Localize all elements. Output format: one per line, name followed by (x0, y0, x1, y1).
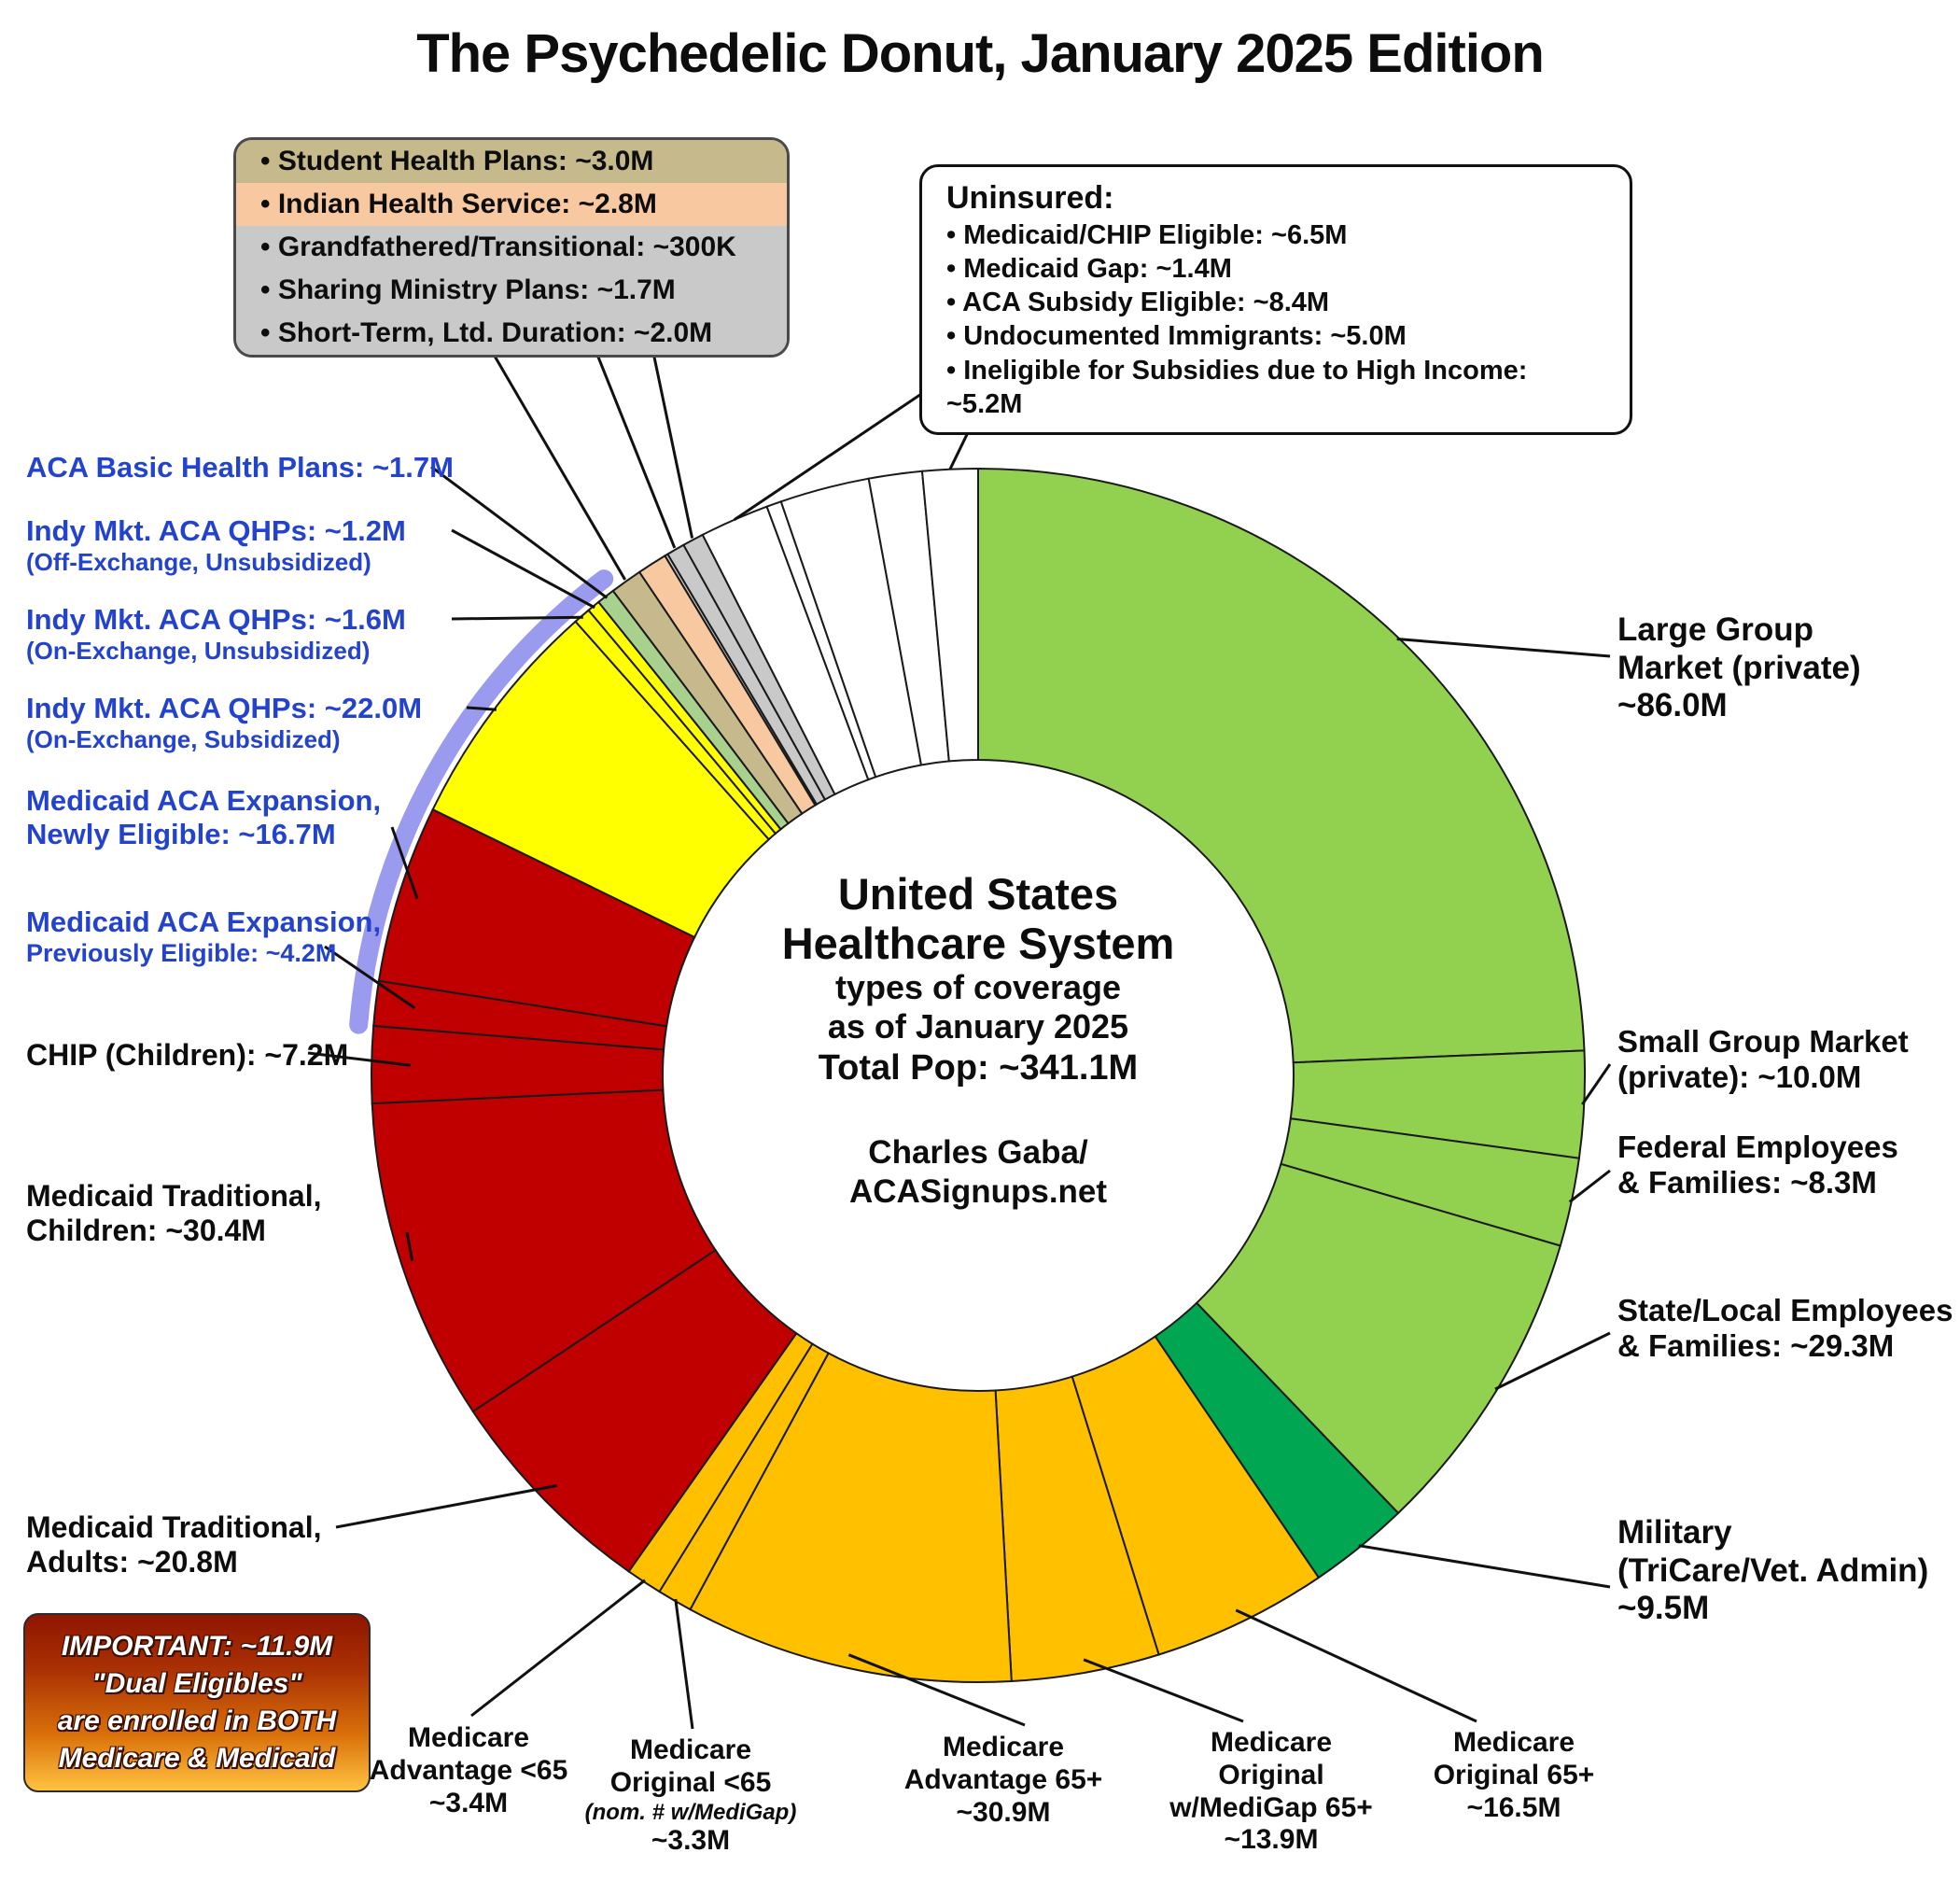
leader-line-medicaid-trad-adults (335, 1484, 557, 1529)
leader-line-medicare-medigap-65plus (1083, 1658, 1244, 1723)
leader-line-large-group (1396, 638, 1611, 658)
leader-line-state-local (1494, 1331, 1611, 1391)
other-coverage-legend: Student Health Plans: ~3.0M Indian Healt… (233, 137, 790, 358)
center-credit-line1: Charles Gaba/ (868, 1133, 1088, 1171)
center-title-line1: United States (837, 869, 1119, 919)
leader-line-medicaid-exp-prev (324, 945, 416, 1009)
leader-line-chip (307, 1051, 412, 1067)
leader-line-qhp-sub (466, 706, 497, 711)
uninsured-title: Uninsured: (946, 180, 1114, 216)
leader-line-unins-medicaid-chip (733, 383, 936, 522)
uninsured-item-medicaid-chip: Medicaid/CHIP Eligible: ~6.5M (946, 218, 1605, 252)
leader-line-qhp-off-unsub (451, 528, 595, 610)
leader-line-qhp-on-unsub (451, 615, 583, 621)
donut-center-text: United States Healthcare System types of… (670, 869, 1286, 1212)
callout-medicare-advantage-65plus: Medicare Advantage 65+ ~30.9M (903, 1732, 1103, 1828)
callout-aca-basic-health-plans: ACA Basic Health Plans: ~1.7M (26, 451, 454, 484)
leader-line-bhp (430, 465, 609, 599)
page-title: The Psychedelic Donut, January 2025 Edit… (416, 23, 1545, 84)
callout-qhp-on-exchange-unsubsidized: Indy Mkt. ACA QHPs: ~1.6M (On-Exchange, U… (26, 603, 406, 665)
leader-line-military (1358, 1544, 1611, 1589)
center-subtitle-line1: types of coverage (834, 968, 1122, 1007)
center-title-line2: Healthcare System (781, 918, 1175, 968)
callout-chip: CHIP (Children): ~7.2M (26, 1038, 349, 1072)
slice-unins-high-income (920, 467, 979, 763)
callout-state-local-employees: State/Local Employees & Families: ~29.3M (1617, 1293, 1953, 1364)
callout-medicare-original-under65: Medicare Original <65 (nom. # w/MediGap) ~3… (584, 1734, 797, 1857)
callout-medicare-original-medigap-65plus: Medicare Original w/MediGap 65+ ~13.9M (1169, 1727, 1373, 1856)
uninsured-item-medicaid-gap: Medicaid Gap: ~1.4M (946, 252, 1605, 286)
callout-qhp-on-exchange-subsidized: Indy Mkt. ACA QHPs: ~22.0M (On-Exchange, … (26, 692, 423, 753)
uninsured-item-undocumented: Undocumented Immigrants: ~5.0M (946, 319, 1605, 353)
leader-line-medicare-orig-under65 (674, 1598, 694, 1730)
callout-military: Military (TriCare/Vet. Admin) ~9.5M (1617, 1514, 1929, 1627)
leader-line-medicare-adv-65plus (847, 1653, 1026, 1727)
legend-item-grandfathered: Grandfathered/Transitional: ~300K (236, 226, 787, 269)
legend-item-student-health: Student Health Plans: ~3.0M (236, 140, 787, 183)
leader-line-medicaid-exp-new (390, 826, 419, 900)
callout-medicare-original-65plus: Medicare Original 65+ ~16.5M (1433, 1727, 1595, 1823)
callout-medicaid-expansion-newly-eligible: Medicaid ACA Expansion, Newly Eligible: ~… (26, 784, 382, 850)
callout-medicare-advantage-under65: Medicare Advantage <65 ~3.4M (369, 1722, 568, 1818)
callout-large-group-market: Large Group Market (private) ~86.0M (1617, 611, 1861, 724)
slice-medicaid-trad-children (371, 1088, 717, 1413)
dual-eligibles-note: IMPORTANT: ~11.9M "Dual Eligibles" are enr… (23, 1613, 371, 1792)
uninsured-item-aca-subsidy: ACA Subsidy Eligible: ~8.4M (946, 286, 1605, 319)
leader-line-medicare-adv-under65 (470, 1579, 646, 1718)
center-total-population: Total Pop: ~341.1M (818, 1048, 1139, 1088)
callout-medicaid-expansion-previously-eligible: Medicaid ACA Expansion, Previously Eligib… (26, 905, 382, 967)
center-subtitle-line2: as of January 2025 (827, 1006, 1129, 1046)
callout-small-group-market: Small Group Market (private): ~10.0M (1617, 1024, 1909, 1095)
uninsured-item-high-income: Ineligible for Subsidies due to High Inc… (946, 354, 1605, 422)
leader-line-medicaid-trad-children (405, 1231, 414, 1261)
aca-highlight-arc (349, 569, 614, 1034)
legend-item-indian-health: Indian Health Service: ~2.8M (236, 183, 787, 226)
callout-medicaid-traditional-adults: Medicaid Traditional, Adults: ~20.8M (26, 1510, 322, 1579)
slice-large-group (977, 467, 1586, 1064)
center-credit-line2: ACASignups.net (848, 1172, 1108, 1210)
leader-line-medicare-orig-65plus (1235, 1608, 1477, 1723)
callout-qhp-off-exchange-unsubsidized: Indy Mkt. ACA QHPs: ~1.2M (Off-Exchange, … (26, 514, 406, 576)
legend-item-short-term: Short-Term, Ltd. Duration: ~2.0M (236, 312, 787, 355)
legend-item-sharing-ministry: Sharing Ministry Plans: ~1.7M (236, 269, 787, 312)
leader-line-federal (1568, 1169, 1611, 1203)
callout-medicaid-traditional-children: Medicaid Traditional, Children: ~30.4M (26, 1179, 322, 1248)
uninsured-box: Uninsured: Medicaid/CHIP Eligible: ~6.5M… (919, 164, 1632, 435)
leader-line-small-group (1581, 1063, 1612, 1105)
callout-federal-employees: Federal Employees & Families: ~8.3M (1617, 1130, 1898, 1200)
